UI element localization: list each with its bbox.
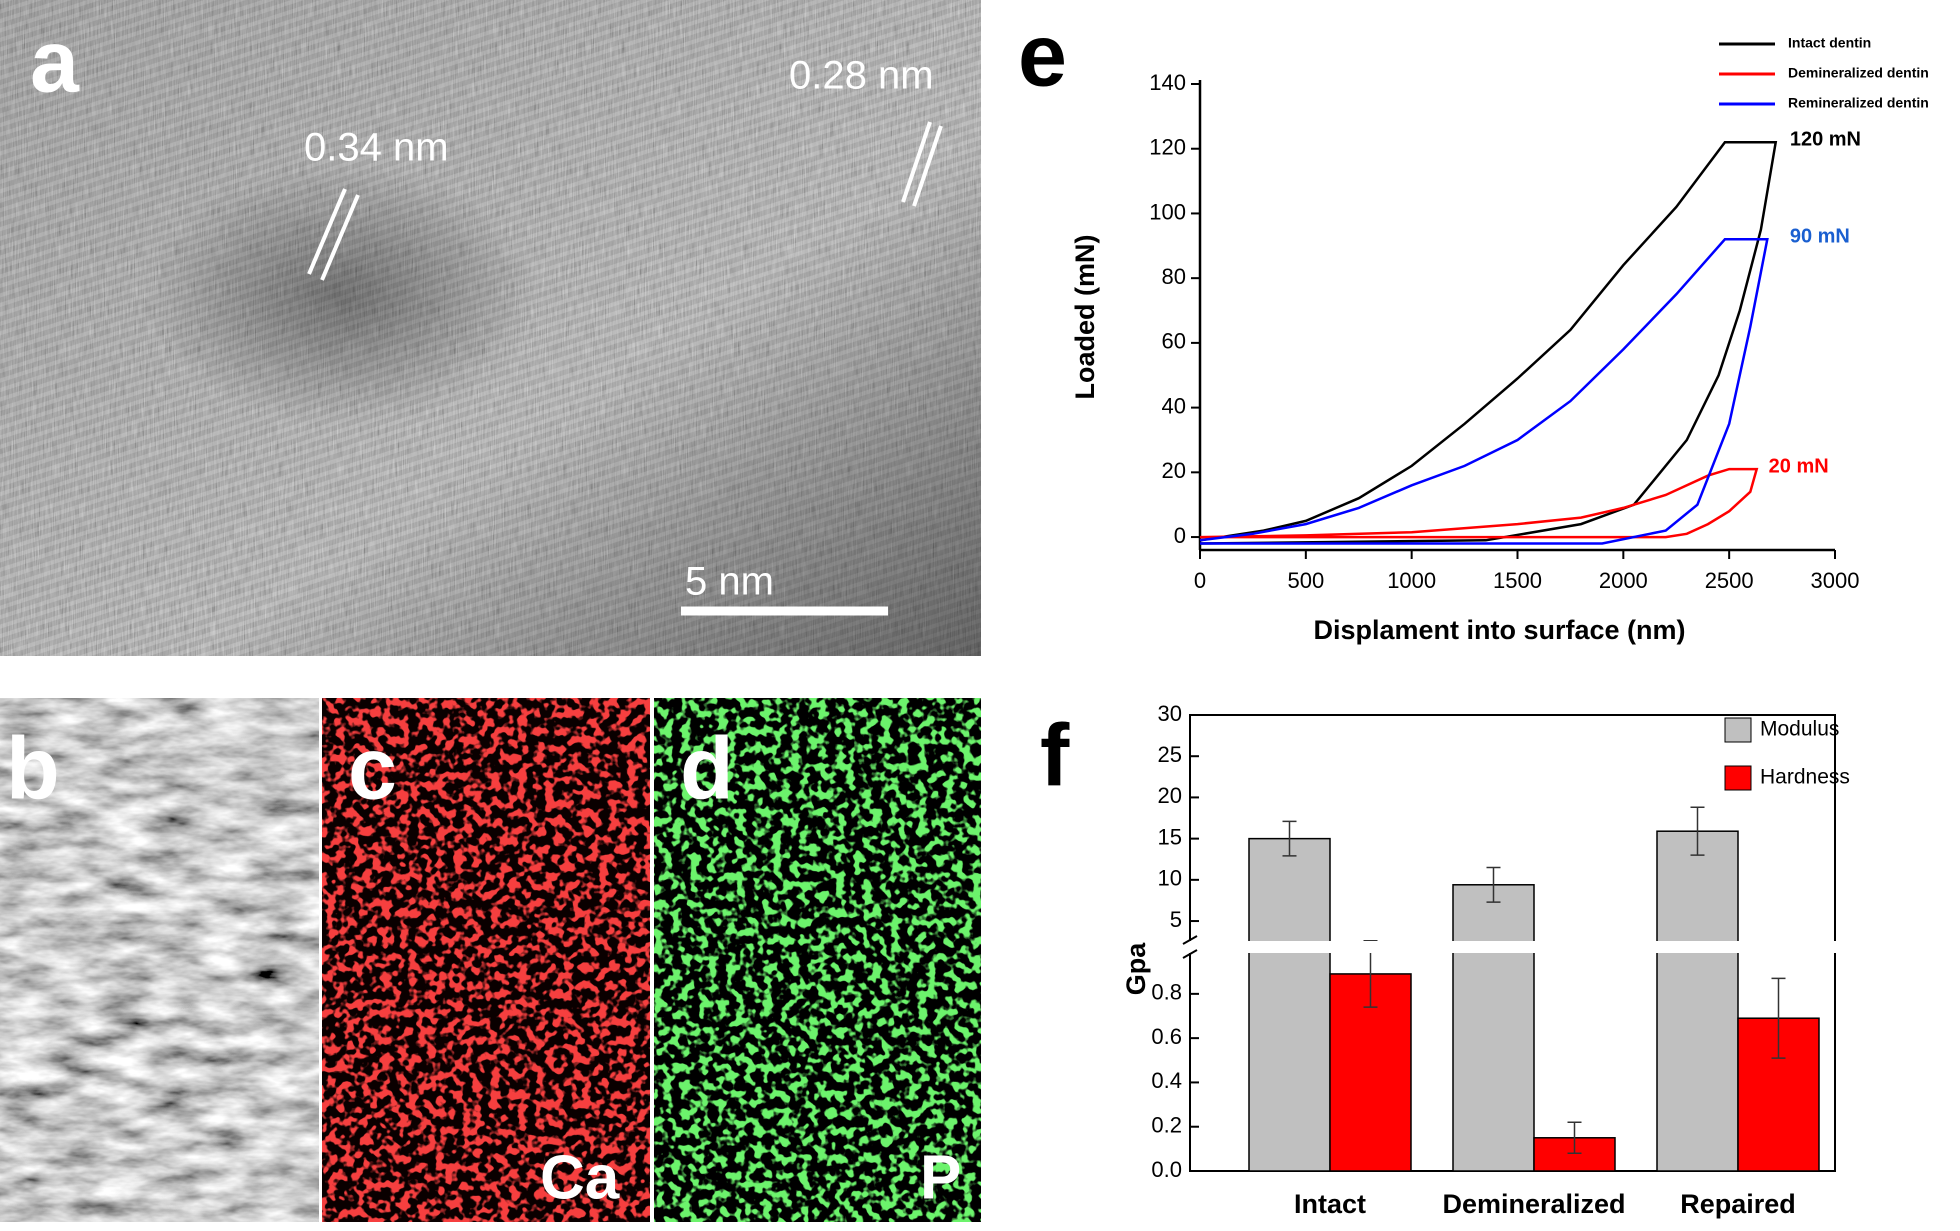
legend-label: Demineralized dentin [1788,65,1929,81]
y-tick-label: 60 [1162,329,1186,354]
y-axis-title: Gpa [1121,942,1151,995]
legend-label: Remineralized dentin [1788,95,1929,111]
x-tick-label: 1500 [1493,568,1542,593]
y-tick-label: 0.0 [1151,1157,1182,1182]
fringe-marker [320,194,360,281]
y-tick-label: 120 [1149,135,1186,160]
legend-label: Hardness [1760,766,1850,789]
x-tick-label: 0 [1194,568,1206,593]
spacing-label: 0.34 nm [304,126,449,170]
bar [1248,837,1331,1172]
y-tick-label: 20 [1162,458,1186,483]
fringe-marker [912,125,943,207]
y-axis-title: Loaded (mN) [1070,235,1100,400]
error-bar [1486,866,1501,903]
fringe-marker [307,188,347,275]
panel-letter: f [1040,705,1070,804]
y-tick-label: 0.4 [1151,1068,1182,1093]
panel-letter: b [6,718,60,817]
y-tick-label: 20 [1158,783,1182,808]
y-tick-label: 25 [1158,742,1182,767]
error-bar [1567,1121,1582,1155]
legend-swatch [1724,765,1752,791]
y-tick-label: 140 [1149,70,1186,95]
x-tick-label: 2500 [1705,568,1754,593]
error-bar [1690,806,1705,856]
panel-letter: d [680,718,734,817]
sem-image [0,698,319,1222]
x-tick-label: 1000 [1387,568,1436,593]
y-tick-label: 0.8 [1151,980,1182,1005]
legend-swatch [1724,717,1752,743]
y-tick-label: 5 [1170,907,1182,932]
y-tick-label: 0 [1174,523,1186,548]
y-tick-label: 100 [1149,199,1186,224]
x-tick-label: 500 [1287,568,1324,593]
x-tick-label: Repaired [1680,1189,1796,1219]
scale-bar-label: 5 nm [685,560,774,604]
axis-break-mark [1182,935,1198,959]
x-tick-label: 2000 [1599,568,1648,593]
p-map [654,698,981,1222]
error-bar [1282,820,1297,857]
y-tick-label: 0.6 [1151,1024,1182,1049]
annotation: 20 mN [1769,455,1829,477]
bar [1656,830,1739,1172]
load-curve [1199,467,1759,539]
error-bar [1771,977,1786,1059]
x-tick-label: 3000 [1811,568,1860,593]
x-tick-label: Intact [1294,1189,1366,1219]
spacing-label: 0.28 nm [789,54,934,98]
panel-letter: a [30,11,80,110]
y-tick-label: 10 [1158,866,1182,891]
fringe-marker [901,121,932,203]
load-curve [1199,238,1769,545]
annotation: 120 mN [1790,129,1861,151]
bar [1452,884,1535,1172]
panel-letter: e [1018,5,1067,104]
element-label: P [920,1143,961,1212]
y-tick-label: 80 [1162,264,1186,289]
annotation: 90 mN [1790,226,1850,248]
tem-image [0,0,981,656]
x-axis-title: Displament into surface (nm) [1313,615,1685,645]
x-tick-label: Demineralized [1442,1189,1625,1219]
legend-label: Modulus [1760,718,1839,741]
axis-break [1178,941,1847,953]
y-tick-label: 30 [1158,701,1182,726]
y-tick-label: 40 [1162,393,1186,418]
y-tick-label: 0.2 [1151,1113,1182,1138]
load-curve [1199,141,1778,545]
panel-letter: c [348,718,397,817]
ca-map [322,698,650,1222]
element-label: Ca [540,1143,620,1212]
legend-label: Intact dentin [1788,35,1871,51]
y-tick-label: 15 [1158,824,1182,849]
